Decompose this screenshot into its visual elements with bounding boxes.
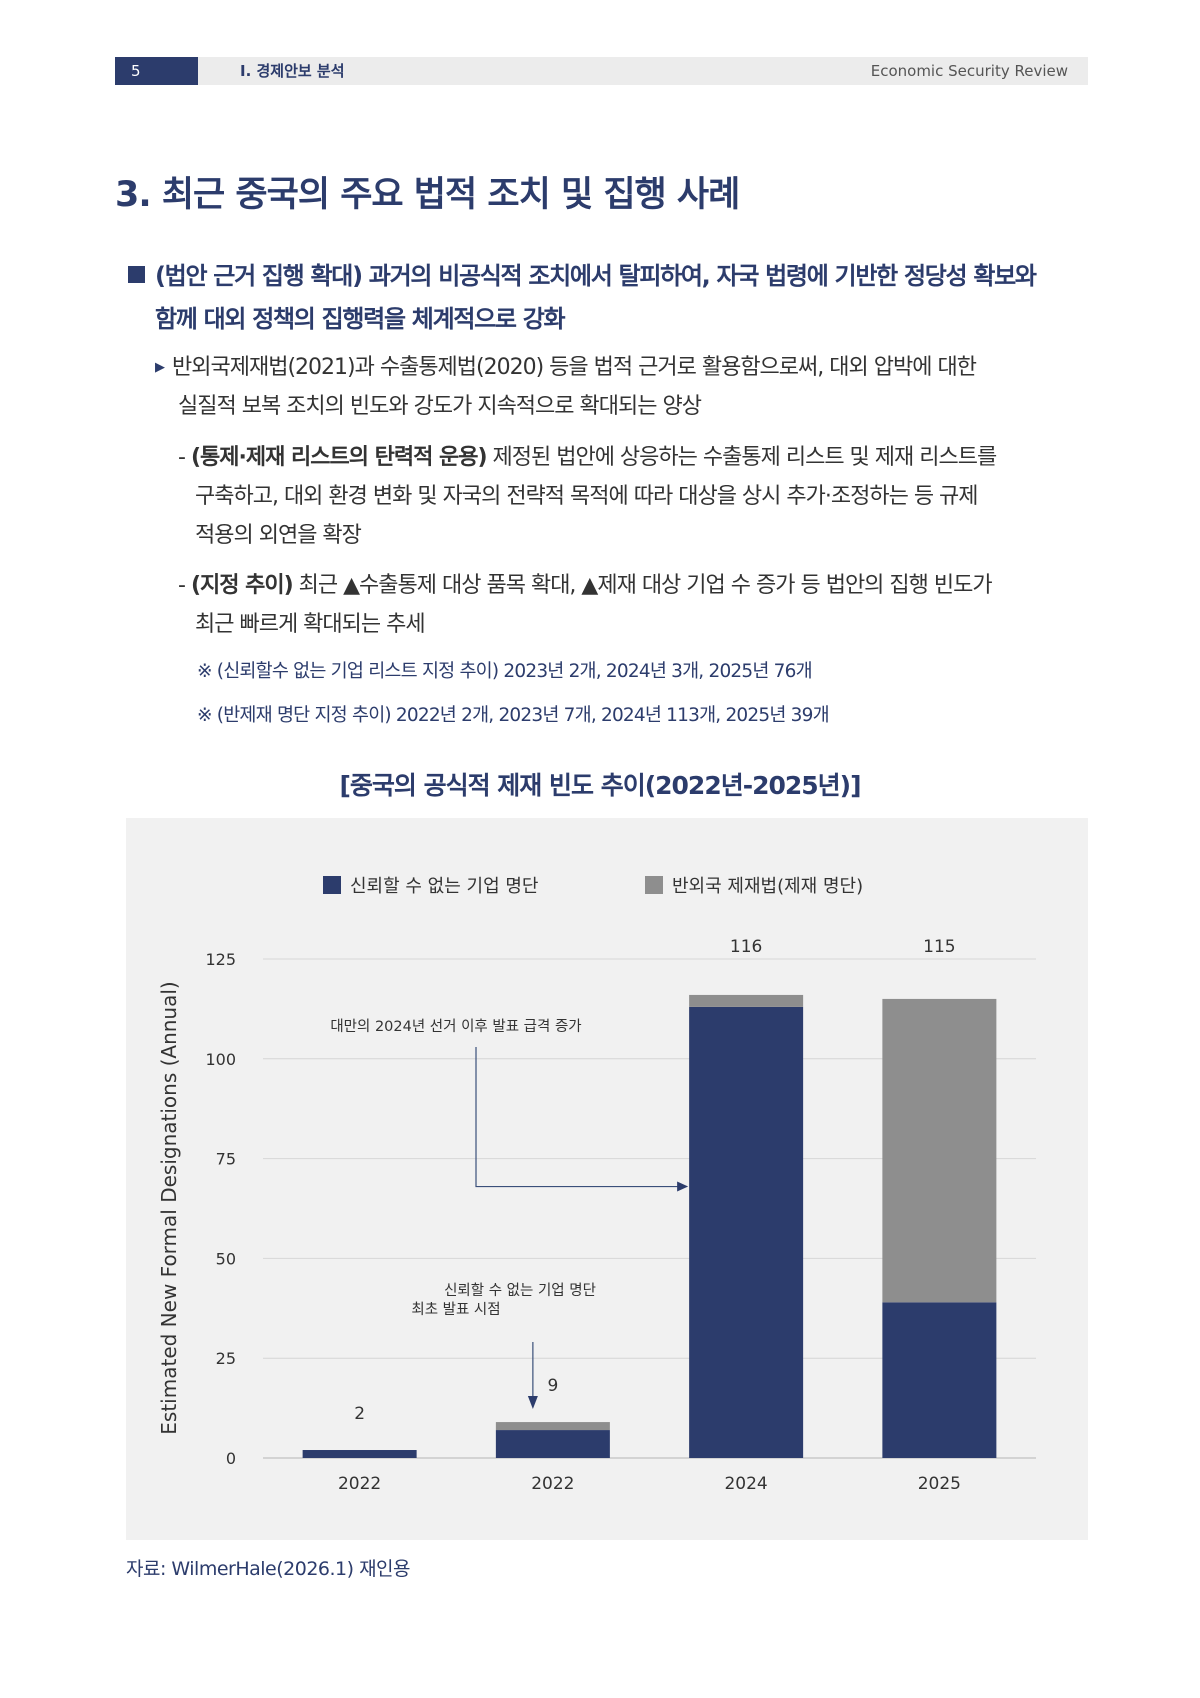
sub-item-lists: - (통제·제재 리스트의 탄력적 운용) 제정된 법안에 상응하는 수출통제 … — [178, 438, 1088, 555]
sub-item-label: (지정 추이) — [190, 573, 294, 598]
legend-label: 반외국 제재법(제재 명단) — [672, 876, 863, 897]
x-tick-label: 2024 — [724, 1474, 767, 1494]
y-tick-label: 25 — [216, 1349, 236, 1368]
note-anti-sanctions: ※ (반제재 명단 지정 추이) 2022년 2개, 2023년 7개, 202… — [197, 705, 830, 726]
arrowhead-icon — [527, 1396, 538, 1409]
sub-item-line-2: 구축하고, 대외 환경 변화 및 자국의 전략적 목적에 따라 대상을 상시 추… — [195, 484, 979, 509]
bar-segment — [689, 1006, 804, 1458]
bullet-paragraph: ▶ 반외국제재법(2021)과 수출통제법(2020) 등을 법적 근거로 활용함… — [155, 348, 1088, 426]
page-header: 5 Ⅰ. 경제안보 분석 Economic Security Review — [115, 57, 1088, 85]
section-label: Ⅰ. 경제안보 분석 — [240, 62, 345, 80]
total-data-label: 115 — [923, 937, 955, 957]
legend-swatch — [645, 876, 663, 894]
bar-segment — [495, 1430, 610, 1458]
bar-chart: 0 25 50 75 100 125 Estimated New Formal Design… — [157, 876, 1036, 1494]
source-note: 자료: WilmerHale(2026.1) 재인용 — [126, 1558, 411, 1580]
sub-item-line-2: 최근 빠르게 확대되는 추세 — [195, 612, 426, 637]
sub-item-trend: - (지정 추이) 최근 ▲수출통제 대상 품목 확대, ▲제재 대상 기업 수… — [178, 566, 1088, 644]
page-title: 3. 최근 중국의 주요 법적 조치 및 집행 사례 — [115, 175, 740, 215]
bar-segment — [302, 1450, 417, 1458]
sub-item-line-1: 제정된 법안에 상응하는 수출통제 리스트 및 제재 리스트를 — [486, 445, 998, 470]
sub-item-line-3: 적용의 외연을 확장 — [195, 523, 362, 548]
y-tick-label: 50 — [216, 1249, 236, 1268]
heading-line-2: 함께 대외 정책의 집행력을 체계적으로 강화 — [155, 305, 566, 333]
legend-swatch — [323, 876, 341, 894]
y-tick-label: 0 — [226, 1449, 236, 1468]
note-unreliable-entity: ※ (신뢰할수 없는 기업 리스트 지정 추이) 2023년 2개, 2024년… — [197, 661, 813, 682]
annotation-arrow-line — [475, 1047, 681, 1188]
journal-name: Economic Security Review — [870, 62, 1068, 80]
page-number: 5 — [115, 57, 198, 85]
legend-label: 신뢰할 수 없는 기업 명단 — [350, 876, 539, 897]
main-heading: (법안 근거 집행 확대) 과거의 비공식적 조치에서 탈피하여, 자국 법령에… — [128, 255, 1088, 341]
bar-segment — [689, 994, 804, 1007]
square-bullet-icon — [128, 266, 145, 283]
sub-item-line-1: 최근 ▲수출통제 대상 품목 확대, ▲제재 대상 기업 수 증가 등 법안의 … — [292, 573, 993, 598]
x-tick-label: 2022 — [338, 1474, 381, 1494]
bar-segment — [882, 1302, 997, 1458]
y-tick-label: 75 — [216, 1150, 236, 1169]
y-tick-label: 100 — [205, 1050, 236, 1069]
x-tick-label: 2022 — [531, 1474, 574, 1494]
chart-title: [중국의 공식적 제재 빈도 추이(2022년-2025년)] — [339, 771, 861, 800]
bar-segment — [882, 998, 997, 1303]
y-tick-label: 125 — [205, 950, 236, 969]
arrowhead-icon — [677, 1181, 689, 1192]
triangle-bullet-icon: ▶ — [155, 360, 165, 375]
annotation-text: 최초 발표 시점 — [411, 1301, 500, 1318]
x-tick-label: 2025 — [918, 1474, 961, 1494]
total-data-label: 2 — [354, 1404, 365, 1424]
heading-line-1: (법안 근거 집행 확대) 과거의 비공식적 조치에서 탈피하여, 자국 법령에… — [155, 262, 1037, 290]
bar-segment — [495, 1422, 610, 1431]
annotation-text: 신뢰할 수 없는 기업 명단 — [444, 1282, 596, 1299]
sub-item-label: (통제·제재 리스트의 탄력적 운용) — [190, 445, 488, 470]
total-data-label: 116 — [730, 937, 762, 957]
bullet-line-1: 반외국제재법(2021)과 수출통제법(2020) 등을 법적 근거로 활용함으… — [172, 355, 977, 380]
total-data-label: 9 — [547, 1376, 558, 1396]
annotation-text: 대만의 2024년 선거 이후 발표 급격 증가 — [330, 1018, 581, 1035]
chart-panel: 0 25 50 75 100 125 Estimated New Formal Design… — [126, 818, 1088, 1540]
y-axis-label: Estimated New Formal Designations (Annua… — [157, 981, 181, 1434]
bullet-line-2: 실질적 보복 조치의 빈도와 강도가 지속적으로 확대되는 양상 — [178, 394, 702, 419]
